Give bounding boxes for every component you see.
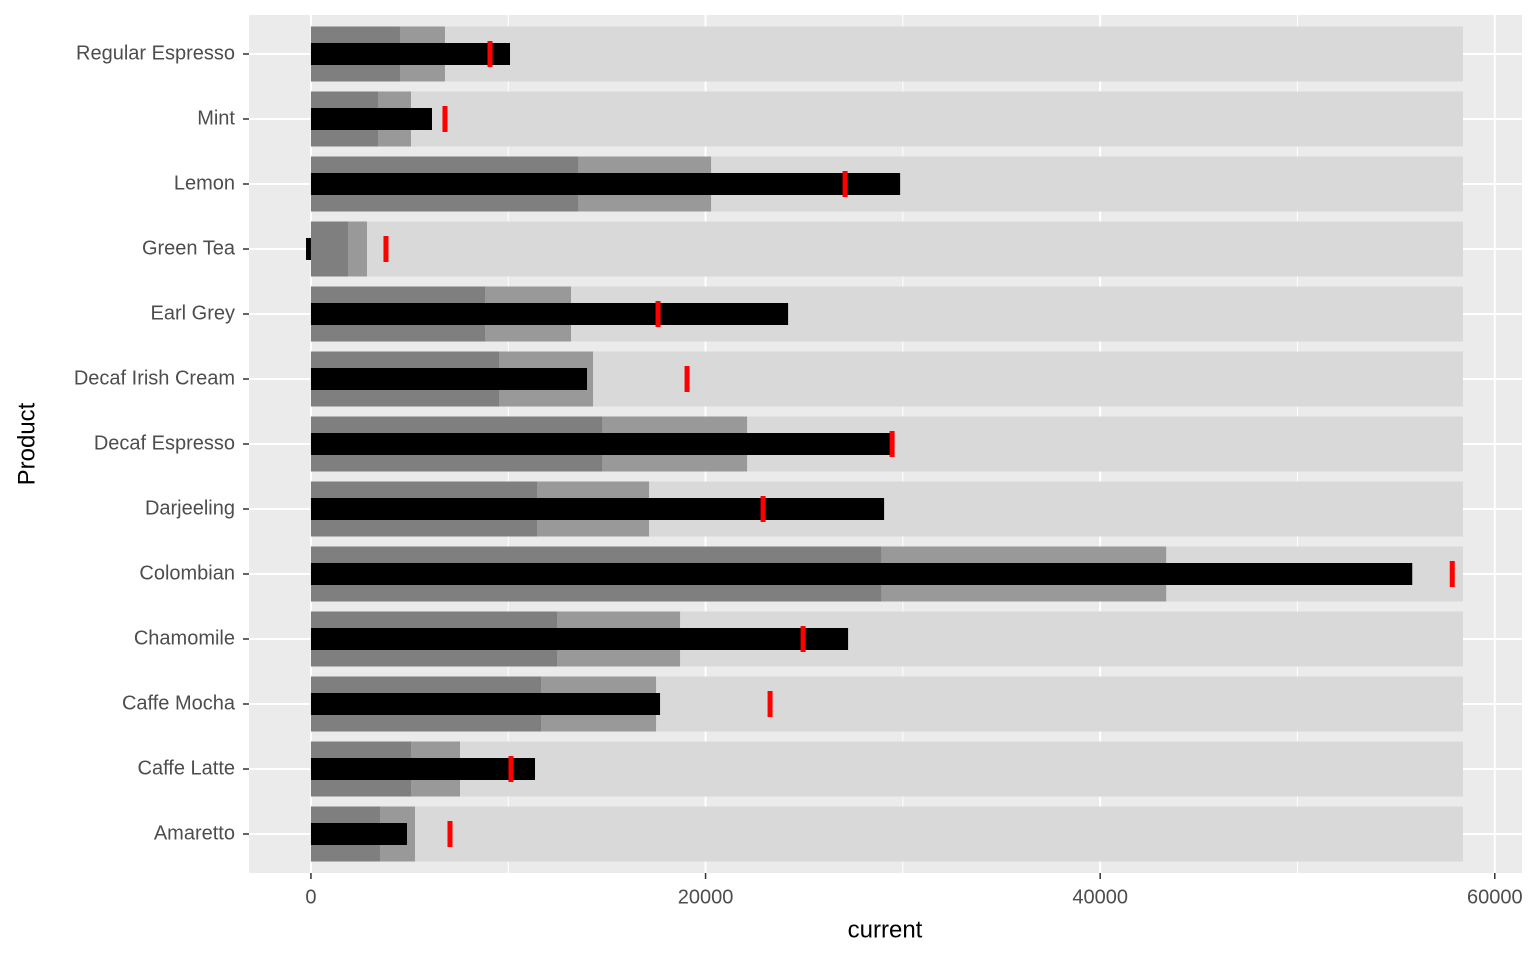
high-range-bar [310,221,1464,277]
target-marker [842,171,848,197]
high-range-bar [310,91,1464,147]
current-bar [306,238,311,260]
current-bar [310,758,536,780]
low-range-bar [310,221,348,277]
x-tick-label: 40000 [1072,886,1128,908]
y-tick-label: Caffe Latte [138,757,235,779]
current-bar [310,563,1413,585]
y-tick-label: Earl Grey [151,302,235,324]
target-marker [447,821,453,847]
target-marker [508,756,514,782]
target-marker [684,366,690,392]
high-range-bar [310,806,1464,862]
y-tick-label: Regular Espresso [76,42,235,64]
y-tick-label: Caffe Mocha [122,692,236,714]
y-tick-label: Mint [197,107,235,129]
current-bar [310,368,588,390]
current-bar [310,303,789,325]
target-marker [442,106,448,132]
x-tick-label: 0 [305,886,316,908]
y-axis-title: Product [13,402,40,485]
current-bar [310,108,432,130]
target-marker [889,431,895,457]
x-axis-title: current [848,916,923,943]
y-tick-label: Decaf Espresso [94,432,235,454]
y-tick-label: Amaretto [154,822,235,844]
current-bar [310,823,407,845]
current-bar [310,43,511,65]
target-marker [1449,561,1455,587]
target-marker [383,236,389,262]
current-bar [310,498,885,520]
x-tick-label: 60000 [1467,886,1523,908]
current-bar [310,628,849,650]
target-marker [760,496,766,522]
current-bar [310,433,893,455]
target-marker [487,41,493,67]
current-bar [310,693,661,715]
y-tick-label: Chamomile [134,627,235,649]
target-marker [767,691,773,717]
target-marker [800,626,806,652]
y-tick-label: Green Tea [142,237,236,259]
current-bar [310,173,901,195]
y-tick-label: Darjeeling [145,497,235,519]
x-tick-label: 20000 [678,886,734,908]
target-marker [655,301,661,327]
y-tick-label: Colombian [139,562,235,584]
y-tick-label: Decaf Irish Cream [74,367,235,389]
y-tick-label: Lemon [174,172,235,194]
